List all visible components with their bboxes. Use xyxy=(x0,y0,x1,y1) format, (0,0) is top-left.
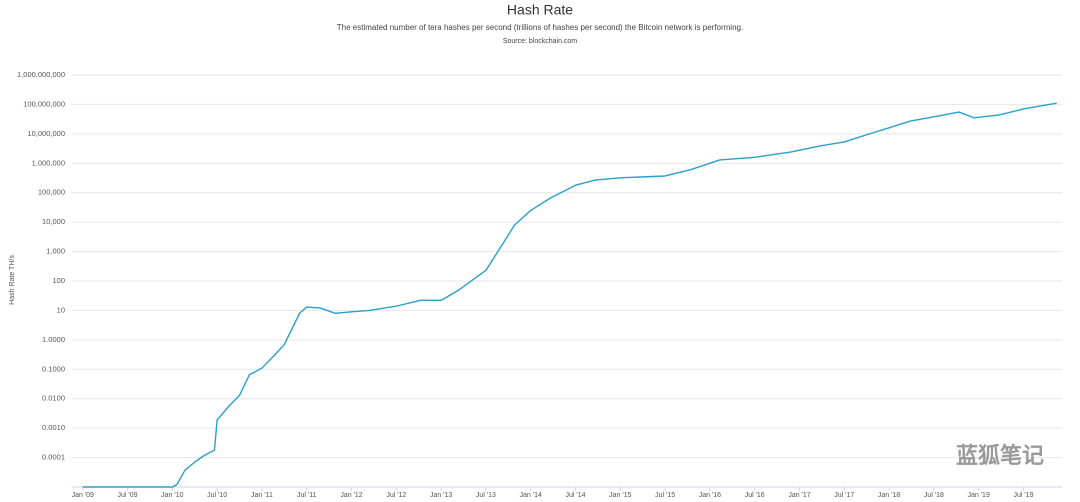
y-tick-label: 100 xyxy=(52,276,65,285)
x-tick-label: Jul '14 xyxy=(566,492,586,499)
x-tick-label: Jul '16 xyxy=(745,492,765,499)
x-tick-label: Jan '19 xyxy=(967,492,989,499)
x-tick-label: Jan '17 xyxy=(788,492,810,499)
chart-subtitle: The estimated number of tera hashes per … xyxy=(337,23,743,32)
x-tick-label: Jan '18 xyxy=(878,492,900,499)
x-tick-label: Jul '13 xyxy=(476,492,496,499)
y-tick-label: 0.0001 xyxy=(42,453,65,462)
x-tick-label: Jan '15 xyxy=(609,492,631,499)
y-tick-label: 10 xyxy=(57,305,65,314)
y-tick-label: 10,000,000 xyxy=(27,129,65,138)
chart-source: Source: blockchain.com xyxy=(503,38,577,45)
x-tick-label: Jan '10 xyxy=(161,492,183,499)
x-tick-label: Jan '14 xyxy=(520,492,542,499)
x-tick-label: Jan '12 xyxy=(340,492,362,499)
y-tick-label: 0.0010 xyxy=(42,423,65,432)
y-tick-label: 100,000 xyxy=(38,188,65,197)
y-tick-label: 10,000 xyxy=(42,217,65,226)
y-tick-label: 0.1000 xyxy=(42,364,65,373)
y-tick-label: 100,000,000 xyxy=(23,99,65,108)
y-axis-label: Hash Rate TH/s xyxy=(9,255,16,305)
y-tick-label: 1,000 xyxy=(46,247,65,256)
x-tick-label: Jan '11 xyxy=(251,492,273,499)
y-tick-label: 1,000,000 xyxy=(32,158,65,167)
data-line xyxy=(82,102,1057,488)
x-tick-label: Jul '15 xyxy=(655,492,675,499)
x-tick-label: Jul '12 xyxy=(386,492,406,499)
x-tick-label: Jan '13 xyxy=(430,492,452,499)
chart-title: Hash Rate xyxy=(507,2,573,18)
x-tick-label: Jul '19 xyxy=(1013,492,1033,499)
x-tick-label: Jan '09 xyxy=(72,492,94,499)
x-tick-label: Jul '17 xyxy=(834,492,854,499)
y-tick-label: 1.0000 xyxy=(42,335,65,344)
watermark: 蓝狐笔记 xyxy=(956,443,1044,468)
x-tick-label: Jul '10 xyxy=(207,492,227,499)
x-tick-label: Jul '09 xyxy=(118,492,138,499)
x-tick-label: Jul '18 xyxy=(924,492,944,499)
y-tick-label: 0.0100 xyxy=(42,394,65,403)
x-tick-label: Jan '16 xyxy=(699,492,721,499)
y-tick-label: 1,000,000,000 xyxy=(17,70,65,79)
x-tick-label: Jul '11 xyxy=(297,492,317,499)
